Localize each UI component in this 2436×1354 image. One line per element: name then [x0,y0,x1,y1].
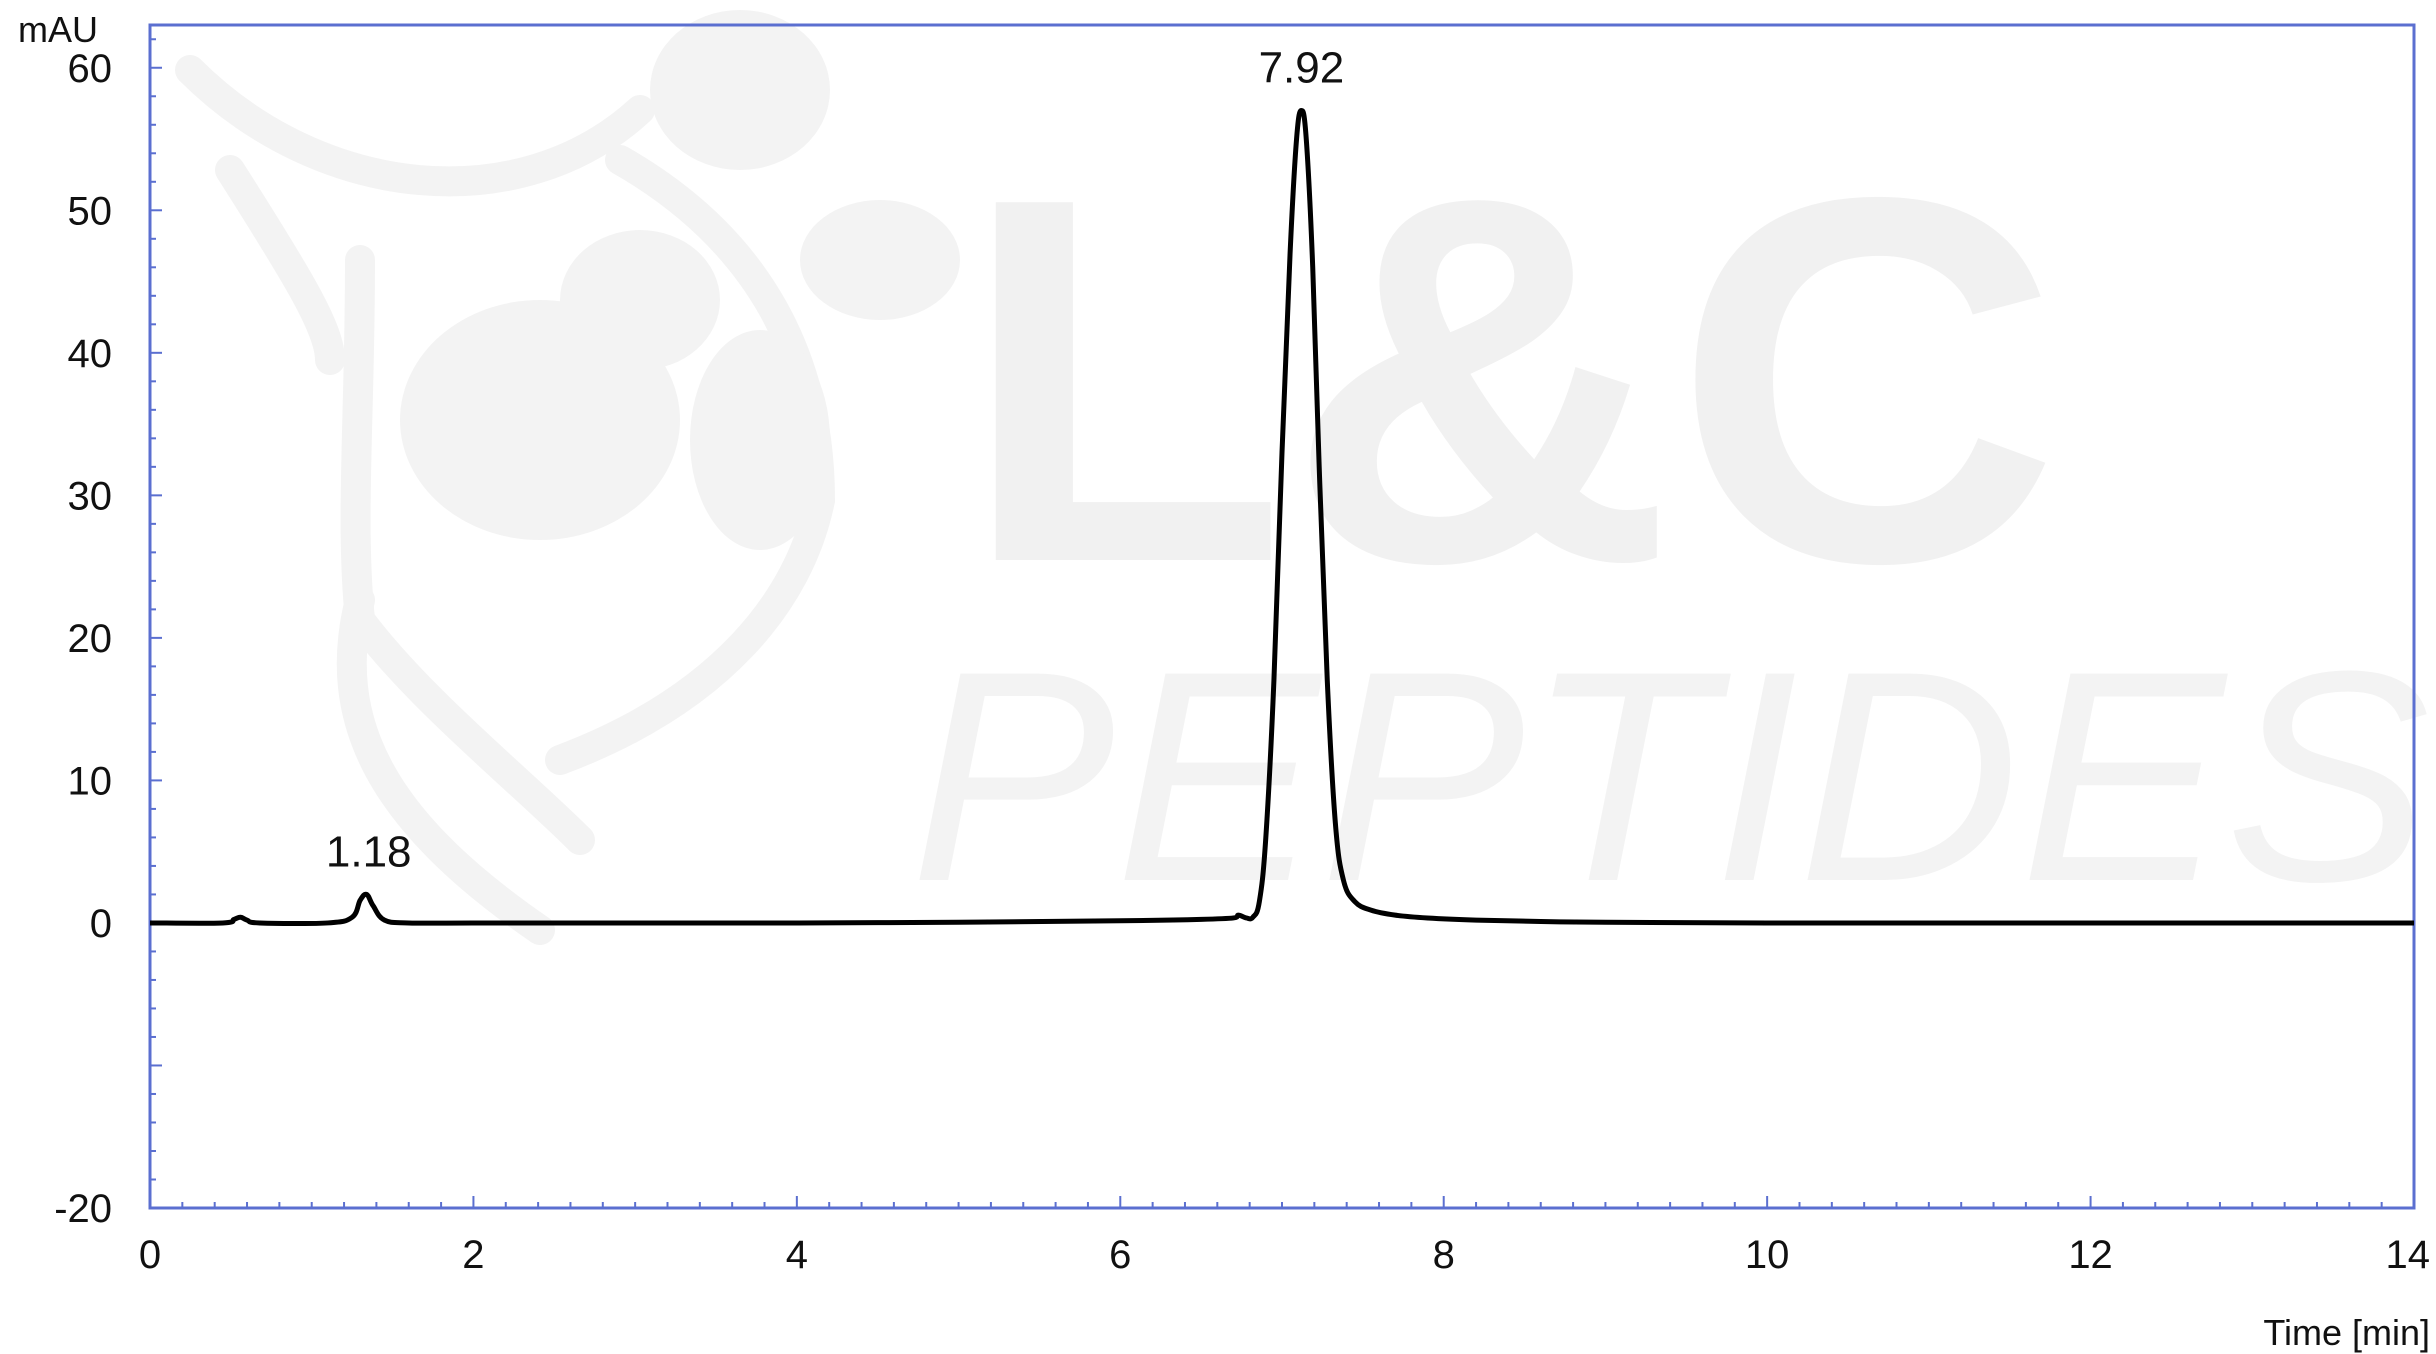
x-tick-label: 12 [2068,1233,2113,1277]
peak-labels: 1.18 7.92 [326,44,1344,877]
y-tick-label: 60 [68,47,113,91]
x-axis-title: Time [min] [2263,1312,2430,1353]
peak-label: 1.18 [326,827,412,876]
x-tick-label: 8 [1433,1233,1455,1277]
y-axis-title: mAU [18,9,98,50]
x-tick-label: 4 [786,1233,808,1277]
y-tick-label: 0 [90,902,112,946]
watermark-brand-line1: L&C [960,90,2060,671]
x-tick-label: 0 [139,1233,161,1277]
y-tick-label: 20 [68,617,113,661]
y-tick-label: 50 [68,189,113,233]
watermark: L&C PEPTIDES [175,10,2430,945]
chromatogram-trace [149,108,2414,927]
y-tick-label: 40 [68,332,113,376]
y-tick-label: -20 [54,1187,112,1231]
x-tick-label: 6 [1109,1233,1131,1277]
flower-logo-icon [175,10,960,945]
watermark-brand-line2: PEPTIDES [910,608,2430,944]
x-tick-label: 10 [1745,1233,1790,1277]
y-tick-label: 10 [68,759,113,803]
x-tick-label: 14 [2386,1233,2431,1277]
x-axis-ticks: 0 2 4 6 8 10 12 14 [139,1196,2430,1277]
x-tick-label: 2 [462,1233,484,1277]
y-tick-label: 30 [68,474,113,518]
peak-label: 7.92 [1259,44,1345,93]
y-axis-ticks: -20 0 10 20 30 40 50 60 [54,38,162,1231]
